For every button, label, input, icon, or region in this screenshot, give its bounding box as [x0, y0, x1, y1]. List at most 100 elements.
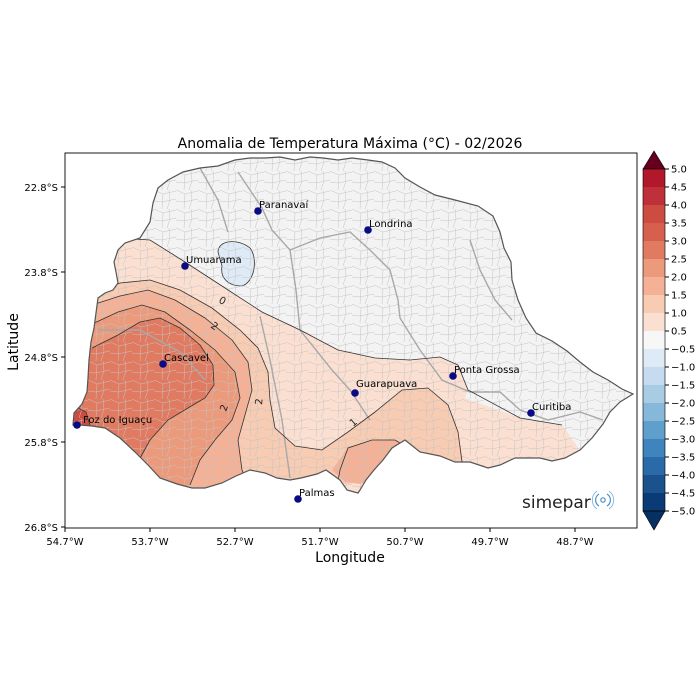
- colorbar-band: [643, 475, 665, 494]
- city-ponta-grossa: Ponta Grossa: [449, 365, 520, 380]
- contour-label-2a: 2: [208, 320, 220, 333]
- colorbar-tick-label: 2.0: [671, 273, 687, 284]
- city-label: Cascavel: [164, 353, 209, 364]
- colorbar-tick-label: 1.0: [671, 309, 687, 320]
- map-title: Anomalia de Temperatura Máxima (°C) - 02…: [178, 136, 523, 152]
- x-tick-label: 52.7°W: [216, 537, 253, 548]
- colorbar-band: [643, 313, 665, 332]
- city-label: Umuarama: [186, 255, 242, 266]
- colorbar-band: [643, 241, 665, 260]
- city-label: Guarapuava: [356, 379, 417, 390]
- colorbar-frame: [642, 168, 666, 512]
- x-tick-label: 49.7°W: [471, 537, 508, 548]
- y-axis-title: Latitude: [6, 313, 22, 371]
- city-dot: [254, 207, 262, 215]
- x-tick-label: 50.7°W: [386, 537, 423, 548]
- colorbar-tick-label: 3.5: [671, 219, 687, 230]
- y-tick-label: 22.8°S: [24, 183, 58, 194]
- colorbar-band: [643, 367, 665, 386]
- city-dot: [73, 421, 81, 429]
- colorbar-tick-label: 4.0: [671, 201, 687, 212]
- contour-label-0: 0: [217, 295, 228, 308]
- y-tick-label: 26.8°S: [24, 523, 58, 534]
- x-axis: 54.7°W 53.7°W 52.7°W 51.7°W 50.7°W 49.7°…: [46, 528, 594, 548]
- colorbar-tick-label: 4.5: [671, 183, 687, 194]
- contour-lines: [73, 237, 563, 493]
- city-palmas: Palmas: [294, 488, 335, 503]
- y-tick-label: 25.8°S: [24, 438, 58, 449]
- colorbar-band: [643, 169, 665, 188]
- colorbar-band: [643, 457, 665, 476]
- colorbar-tick-label: −3.0: [671, 435, 695, 446]
- colorbar-tick-label: 0.5: [671, 327, 687, 338]
- contour-label-2b: 2: [218, 403, 231, 413]
- city-dot: [364, 226, 372, 234]
- colorbar-tick-label: −1.5: [671, 381, 695, 392]
- x-tick-label: 51.7°W: [301, 537, 338, 548]
- colorbar-tick-label: −1.0: [671, 363, 695, 374]
- y-tick-label: 24.8°S: [24, 353, 58, 364]
- colorbar-band: [643, 223, 665, 242]
- city-dot: [527, 409, 535, 417]
- x-axis-title: Longitude: [315, 550, 385, 566]
- colorbar-band: [643, 295, 665, 314]
- colorbar-band: [643, 385, 665, 404]
- colorbar-ticks: 5.0 4.5 4.0 3.5 3.0 2.5 2.0 1.5 1.0 0.5 −0.5 −1.0 −1…: [665, 165, 695, 518]
- city-curitiba: Curitiba: [527, 402, 571, 417]
- colorbar-band: [643, 493, 665, 512]
- colorbar-tick-label: −5.0: [671, 507, 695, 518]
- x-tick-label: 54.7°W: [46, 537, 83, 548]
- city-dot: [159, 360, 167, 368]
- colorbar-tick-label: −4.5: [671, 489, 695, 500]
- city-foz-do-iguacu: Foz do Iguaçu: [73, 415, 152, 429]
- city-label: Ponta Grossa: [454, 365, 520, 376]
- x-tick-label: 53.7°W: [131, 537, 168, 548]
- colorbar-extend-max: [642, 150, 666, 170]
- colorbar-tick-label: −4.0: [671, 471, 695, 482]
- colorbar-band: [643, 205, 665, 224]
- city-label: Paranavaí: [259, 199, 309, 211]
- colorbar-band: [643, 403, 665, 422]
- city-londrina: Londrina: [364, 219, 413, 234]
- colorbar-tick-label: 5.0: [671, 165, 687, 176]
- state-border: [72, 156, 635, 494]
- colorbar-tick-label: 2.5: [671, 255, 687, 266]
- logo-text: simepar: [522, 493, 591, 513]
- colorbar-bands: [643, 169, 665, 512]
- contour-label-1: 1: [348, 417, 360, 430]
- colorbar-extend-min: [642, 510, 666, 531]
- x-tick-label: 48.7°W: [556, 537, 593, 548]
- contour-label-2c: 2: [254, 398, 266, 405]
- colorbar: 5.0 4.5 4.0 3.5 3.0 2.5 2.0 1.5 1.0 0.5 −0.5 −1.0 −1…: [642, 150, 695, 531]
- city-markers: Paranavaí Londrina Umuarama Cascavel Pon…: [73, 199, 571, 503]
- regional-borders: [98, 167, 604, 479]
- colorbar-tick-label: −2.0: [671, 399, 695, 410]
- city-dot: [351, 389, 359, 397]
- city-guarapuava: Guarapuava: [351, 379, 417, 397]
- axes-frame: [64, 152, 638, 529]
- colorbar-band: [643, 331, 665, 350]
- city-label: Londrina: [369, 219, 413, 230]
- colorbar-band: [643, 187, 665, 206]
- colorbar-tick-label: −0.5: [671, 345, 695, 356]
- simepar-logo: simepar: [522, 490, 615, 513]
- colorbar-band: [643, 439, 665, 458]
- city-label: Palmas: [299, 488, 335, 499]
- colorbar-band: [643, 277, 665, 296]
- y-tick-label: 23.8°S: [24, 268, 58, 279]
- city-dot: [449, 372, 457, 380]
- colorbar-tick-label: 3.0: [671, 237, 687, 248]
- city-label: Foz do Iguaçu: [83, 415, 152, 426]
- colorbar-tick-label: −3.5: [671, 453, 695, 464]
- city-paranavai: Paranavaí: [254, 199, 309, 215]
- city-label: Curitiba: [532, 402, 571, 413]
- colorbar-band: [643, 421, 665, 440]
- y-axis: 22.8°S 23.8°S 24.8°S 25.8°S 26.8°S: [24, 183, 65, 534]
- colorbar-tick-label: −2.5: [671, 417, 695, 428]
- city-dot: [294, 495, 302, 503]
- colorbar-tick-label: 1.5: [671, 291, 687, 302]
- city-cascavel: Cascavel: [159, 353, 209, 368]
- colorbar-band: [643, 349, 665, 368]
- city-dot: [181, 262, 189, 270]
